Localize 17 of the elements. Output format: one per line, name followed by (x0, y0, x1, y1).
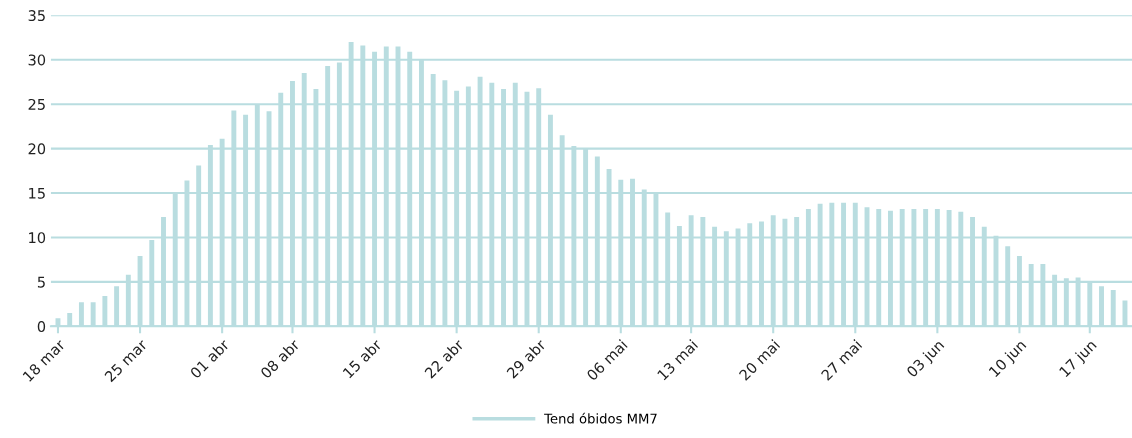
y-tick-label: 0 (37, 321, 46, 333)
x-tick-label: 22 abr (423, 338, 465, 379)
y-tick-label: 15 (29, 187, 45, 199)
x-tick-label: 15 abr (342, 338, 383, 379)
y-tick-label: 35 (28, 10, 45, 22)
x-tick-label: 29 abr (505, 338, 547, 379)
x-tick-label: 01 abr (189, 338, 231, 379)
x-tick-label: 17 jun (1058, 338, 1099, 380)
x-tick-label: 10 jun (988, 338, 1029, 380)
x-tick-label: 08 abr (259, 338, 301, 379)
y-tick-label: 20 (28, 143, 46, 155)
y-tick-label: 5 (37, 276, 45, 288)
y-tick-label: 25 (28, 98, 45, 110)
y-tick-label: 30 (28, 54, 46, 66)
legend-label: Tend óbidos MM7 (544, 412, 657, 424)
y-tick-label: 10 (29, 232, 46, 244)
x-tick-label: 03 jun (905, 338, 947, 380)
